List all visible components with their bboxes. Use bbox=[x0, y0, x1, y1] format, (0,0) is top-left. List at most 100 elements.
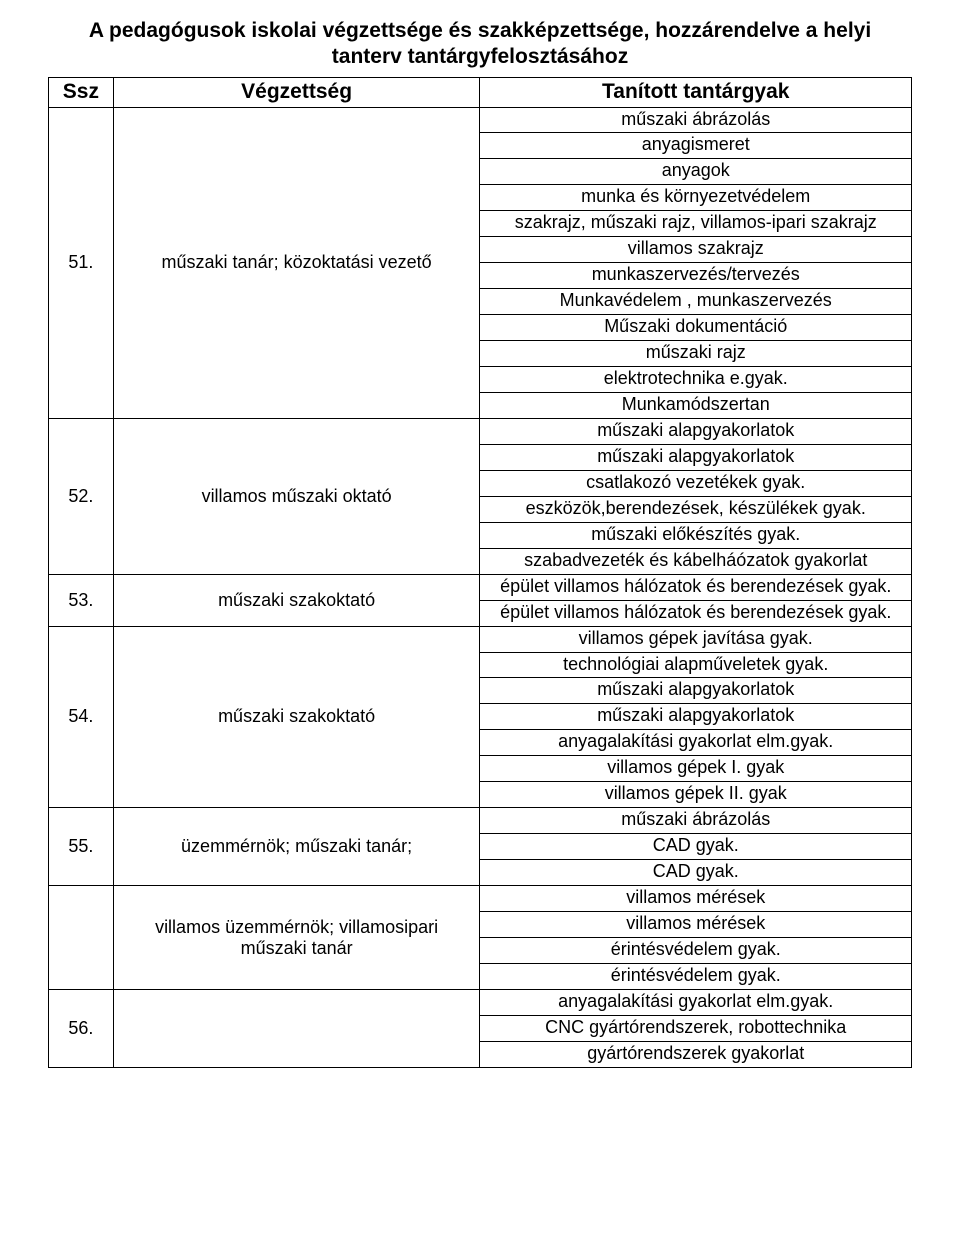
subject-cell: szakrajz, műszaki rajz, villamos-ipari s… bbox=[480, 211, 911, 237]
subject-row: érintésvédelem gyak. bbox=[480, 938, 911, 964]
main-table: Ssz Végzettség Tanított tantárgyak 51.mű… bbox=[48, 77, 912, 1068]
subject-cell: csatlakozó vezetékek gyak. bbox=[480, 470, 911, 496]
subject-row: épület villamos hálózatok és berendezése… bbox=[480, 575, 911, 600]
subject-row: villamos szakrajz bbox=[480, 237, 911, 263]
subject-row: munka és környezetvédelem bbox=[480, 185, 911, 211]
subject-cell: elektrotechnika e.gyak. bbox=[480, 367, 911, 393]
cell-subjects: műszaki ábrázolásanyagismeretanyagokmunk… bbox=[480, 107, 912, 418]
cell-vegzettseg: villamos üzemmérnök; villamosipari műsza… bbox=[113, 886, 480, 990]
subject-cell: munkaszervezés/tervezés bbox=[480, 263, 911, 289]
subject-cell: anyagalakítási gyakorlat elm.gyak. bbox=[480, 990, 911, 1015]
heading-line-2: tanterv tantárgyfelosztásához bbox=[332, 45, 628, 68]
cell-subjects: villamos mérésekvillamos mérésekérintésv… bbox=[480, 886, 912, 990]
header-tanitott: Tanított tantárgyak bbox=[480, 77, 912, 107]
cell-ssz: 52. bbox=[49, 418, 114, 574]
subject-cell: gyártórendszerek gyakorlat bbox=[480, 1041, 911, 1066]
subject-cell: villamos gépek I. gyak bbox=[480, 756, 911, 782]
subject-cell: érintésvédelem gyak. bbox=[480, 963, 911, 988]
subjects-inner-table: villamos mérésekvillamos mérésekérintésv… bbox=[480, 886, 911, 989]
subject-row: anyagalakítási gyakorlat elm.gyak. bbox=[480, 730, 911, 756]
cell-subjects: épület villamos hálózatok és berendezése… bbox=[480, 574, 912, 626]
header-row: Ssz Végzettség Tanított tantárgyak bbox=[49, 77, 912, 107]
subject-row: szabadvezeték és kábelháózatok gyakorlat bbox=[480, 548, 911, 573]
cell-ssz: 53. bbox=[49, 574, 114, 626]
subjects-inner-table: villamos gépek javítása gyak.technológia… bbox=[480, 627, 911, 808]
subjects-inner-table: műszaki alapgyakorlatokműszaki alapgyako… bbox=[480, 419, 911, 574]
subjects-inner-table: anyagalakítási gyakorlat elm.gyak.CNC gy… bbox=[480, 990, 911, 1067]
subject-cell: villamos mérések bbox=[480, 912, 911, 938]
table-row: 54.műszaki szakoktatóvillamos gépek javí… bbox=[49, 626, 912, 808]
subject-row: villamos gépek II. gyak bbox=[480, 782, 911, 807]
subject-row: épület villamos hálózatok és berendezése… bbox=[480, 600, 911, 625]
subject-row: villamos gépek javítása gyak. bbox=[480, 627, 911, 652]
subject-cell: műszaki előkészítés gyak. bbox=[480, 522, 911, 548]
subject-row: szakrajz, műszaki rajz, villamos-ipari s… bbox=[480, 211, 911, 237]
table-body: 51.műszaki tanár; közoktatási vezetőműsz… bbox=[49, 107, 912, 1067]
subject-cell: műszaki rajz bbox=[480, 341, 911, 367]
subject-cell: CAD gyak. bbox=[480, 834, 911, 860]
page: A pedagógusok iskolai végzettsége és sza… bbox=[0, 0, 960, 1098]
subject-row: műszaki rajz bbox=[480, 341, 911, 367]
subject-cell: műszaki alapgyakorlatok bbox=[480, 704, 911, 730]
cell-ssz: 56. bbox=[49, 989, 114, 1067]
cell-subjects: villamos gépek javítása gyak.technológia… bbox=[480, 626, 912, 808]
subject-cell: műszaki ábrázolás bbox=[480, 808, 911, 833]
cell-ssz: 51. bbox=[49, 107, 114, 418]
table-row: 53.műszaki szakoktatóépület villamos hál… bbox=[49, 574, 912, 626]
subject-cell: Műszaki dokumentáció bbox=[480, 315, 911, 341]
subject-row: villamos mérések bbox=[480, 886, 911, 911]
subject-cell: villamos mérések bbox=[480, 886, 911, 911]
subjects-inner-table: épület villamos hálózatok és berendezése… bbox=[480, 575, 911, 626]
subject-row: anyagismeret bbox=[480, 133, 911, 159]
cell-vegzettseg bbox=[113, 989, 480, 1067]
subject-row: csatlakozó vezetékek gyak. bbox=[480, 470, 911, 496]
subject-cell: Munkavédelem , munkaszervezés bbox=[480, 289, 911, 315]
subject-row: műszaki alapgyakorlatok bbox=[480, 419, 911, 444]
subject-row: Műszaki dokumentáció bbox=[480, 315, 911, 341]
subject-row: munkaszervezés/tervezés bbox=[480, 263, 911, 289]
subject-cell: munka és környezetvédelem bbox=[480, 185, 911, 211]
subject-cell: anyagok bbox=[480, 159, 911, 185]
table-row: 52.villamos műszaki oktatóműszaki alapgy… bbox=[49, 418, 912, 574]
header-ssz: Ssz bbox=[49, 77, 114, 107]
subject-cell: műszaki ábrázolás bbox=[480, 108, 911, 133]
subject-row: Munkamódszertan bbox=[480, 392, 911, 417]
subject-row: technológiai alapműveletek gyak. bbox=[480, 652, 911, 678]
table-row: villamos üzemmérnök; villamosipari műsza… bbox=[49, 886, 912, 990]
subject-row: műszaki alapgyakorlatok bbox=[480, 678, 911, 704]
subject-row: műszaki ábrázolás bbox=[480, 108, 911, 133]
subject-row: műszaki előkészítés gyak. bbox=[480, 522, 911, 548]
cell-vegzettseg: műszaki szakoktató bbox=[113, 626, 480, 808]
subject-row: érintésvédelem gyak. bbox=[480, 963, 911, 988]
subject-cell: technológiai alapműveletek gyak. bbox=[480, 652, 911, 678]
subject-row: műszaki alapgyakorlatok bbox=[480, 444, 911, 470]
cell-vegzettseg: villamos műszaki oktató bbox=[113, 418, 480, 574]
table-row: 51.műszaki tanár; közoktatási vezetőműsz… bbox=[49, 107, 912, 418]
subject-row: elektrotechnika e.gyak. bbox=[480, 367, 911, 393]
cell-vegzettseg: műszaki tanár; közoktatási vezető bbox=[113, 107, 480, 418]
cell-ssz: 55. bbox=[49, 808, 114, 886]
cell-ssz: 54. bbox=[49, 626, 114, 808]
header-vegzettseg: Végzettség bbox=[113, 77, 480, 107]
subjects-inner-table: műszaki ábrázolásanyagismeretanyagokmunk… bbox=[480, 108, 911, 418]
cell-vegzettseg: üzemmérnök; műszaki tanár; bbox=[113, 808, 480, 886]
subject-cell: villamos gépek javítása gyak. bbox=[480, 627, 911, 652]
cell-vegzettseg: műszaki szakoktató bbox=[113, 574, 480, 626]
subject-row: anyagok bbox=[480, 159, 911, 185]
heading-line-1: A pedagógusok iskolai végzettsége és sza… bbox=[89, 19, 871, 42]
subject-row: gyártórendszerek gyakorlat bbox=[480, 1041, 911, 1066]
table-row: 55.üzemmérnök; műszaki tanár;műszaki ábr… bbox=[49, 808, 912, 886]
subject-row: villamos gépek I. gyak bbox=[480, 756, 911, 782]
subject-cell: villamos gépek II. gyak bbox=[480, 782, 911, 807]
table-row: 56. anyagalakítási gyakorlat elm.gyak.CNC… bbox=[49, 989, 912, 1067]
subject-cell: műszaki alapgyakorlatok bbox=[480, 444, 911, 470]
subject-cell: érintésvédelem gyak. bbox=[480, 938, 911, 964]
subject-cell: eszközök,berendezések, készülékek gyak. bbox=[480, 496, 911, 522]
subject-cell: szabadvezeték és kábelháózatok gyakorlat bbox=[480, 548, 911, 573]
cell-subjects: műszaki alapgyakorlatokműszaki alapgyako… bbox=[480, 418, 912, 574]
subject-row: anyagalakítási gyakorlat elm.gyak. bbox=[480, 990, 911, 1015]
subject-row: műszaki alapgyakorlatok bbox=[480, 704, 911, 730]
cell-subjects: anyagalakítási gyakorlat elm.gyak.CNC gy… bbox=[480, 989, 912, 1067]
subject-cell: villamos szakrajz bbox=[480, 237, 911, 263]
subject-row: eszközök,berendezések, készülékek gyak. bbox=[480, 496, 911, 522]
